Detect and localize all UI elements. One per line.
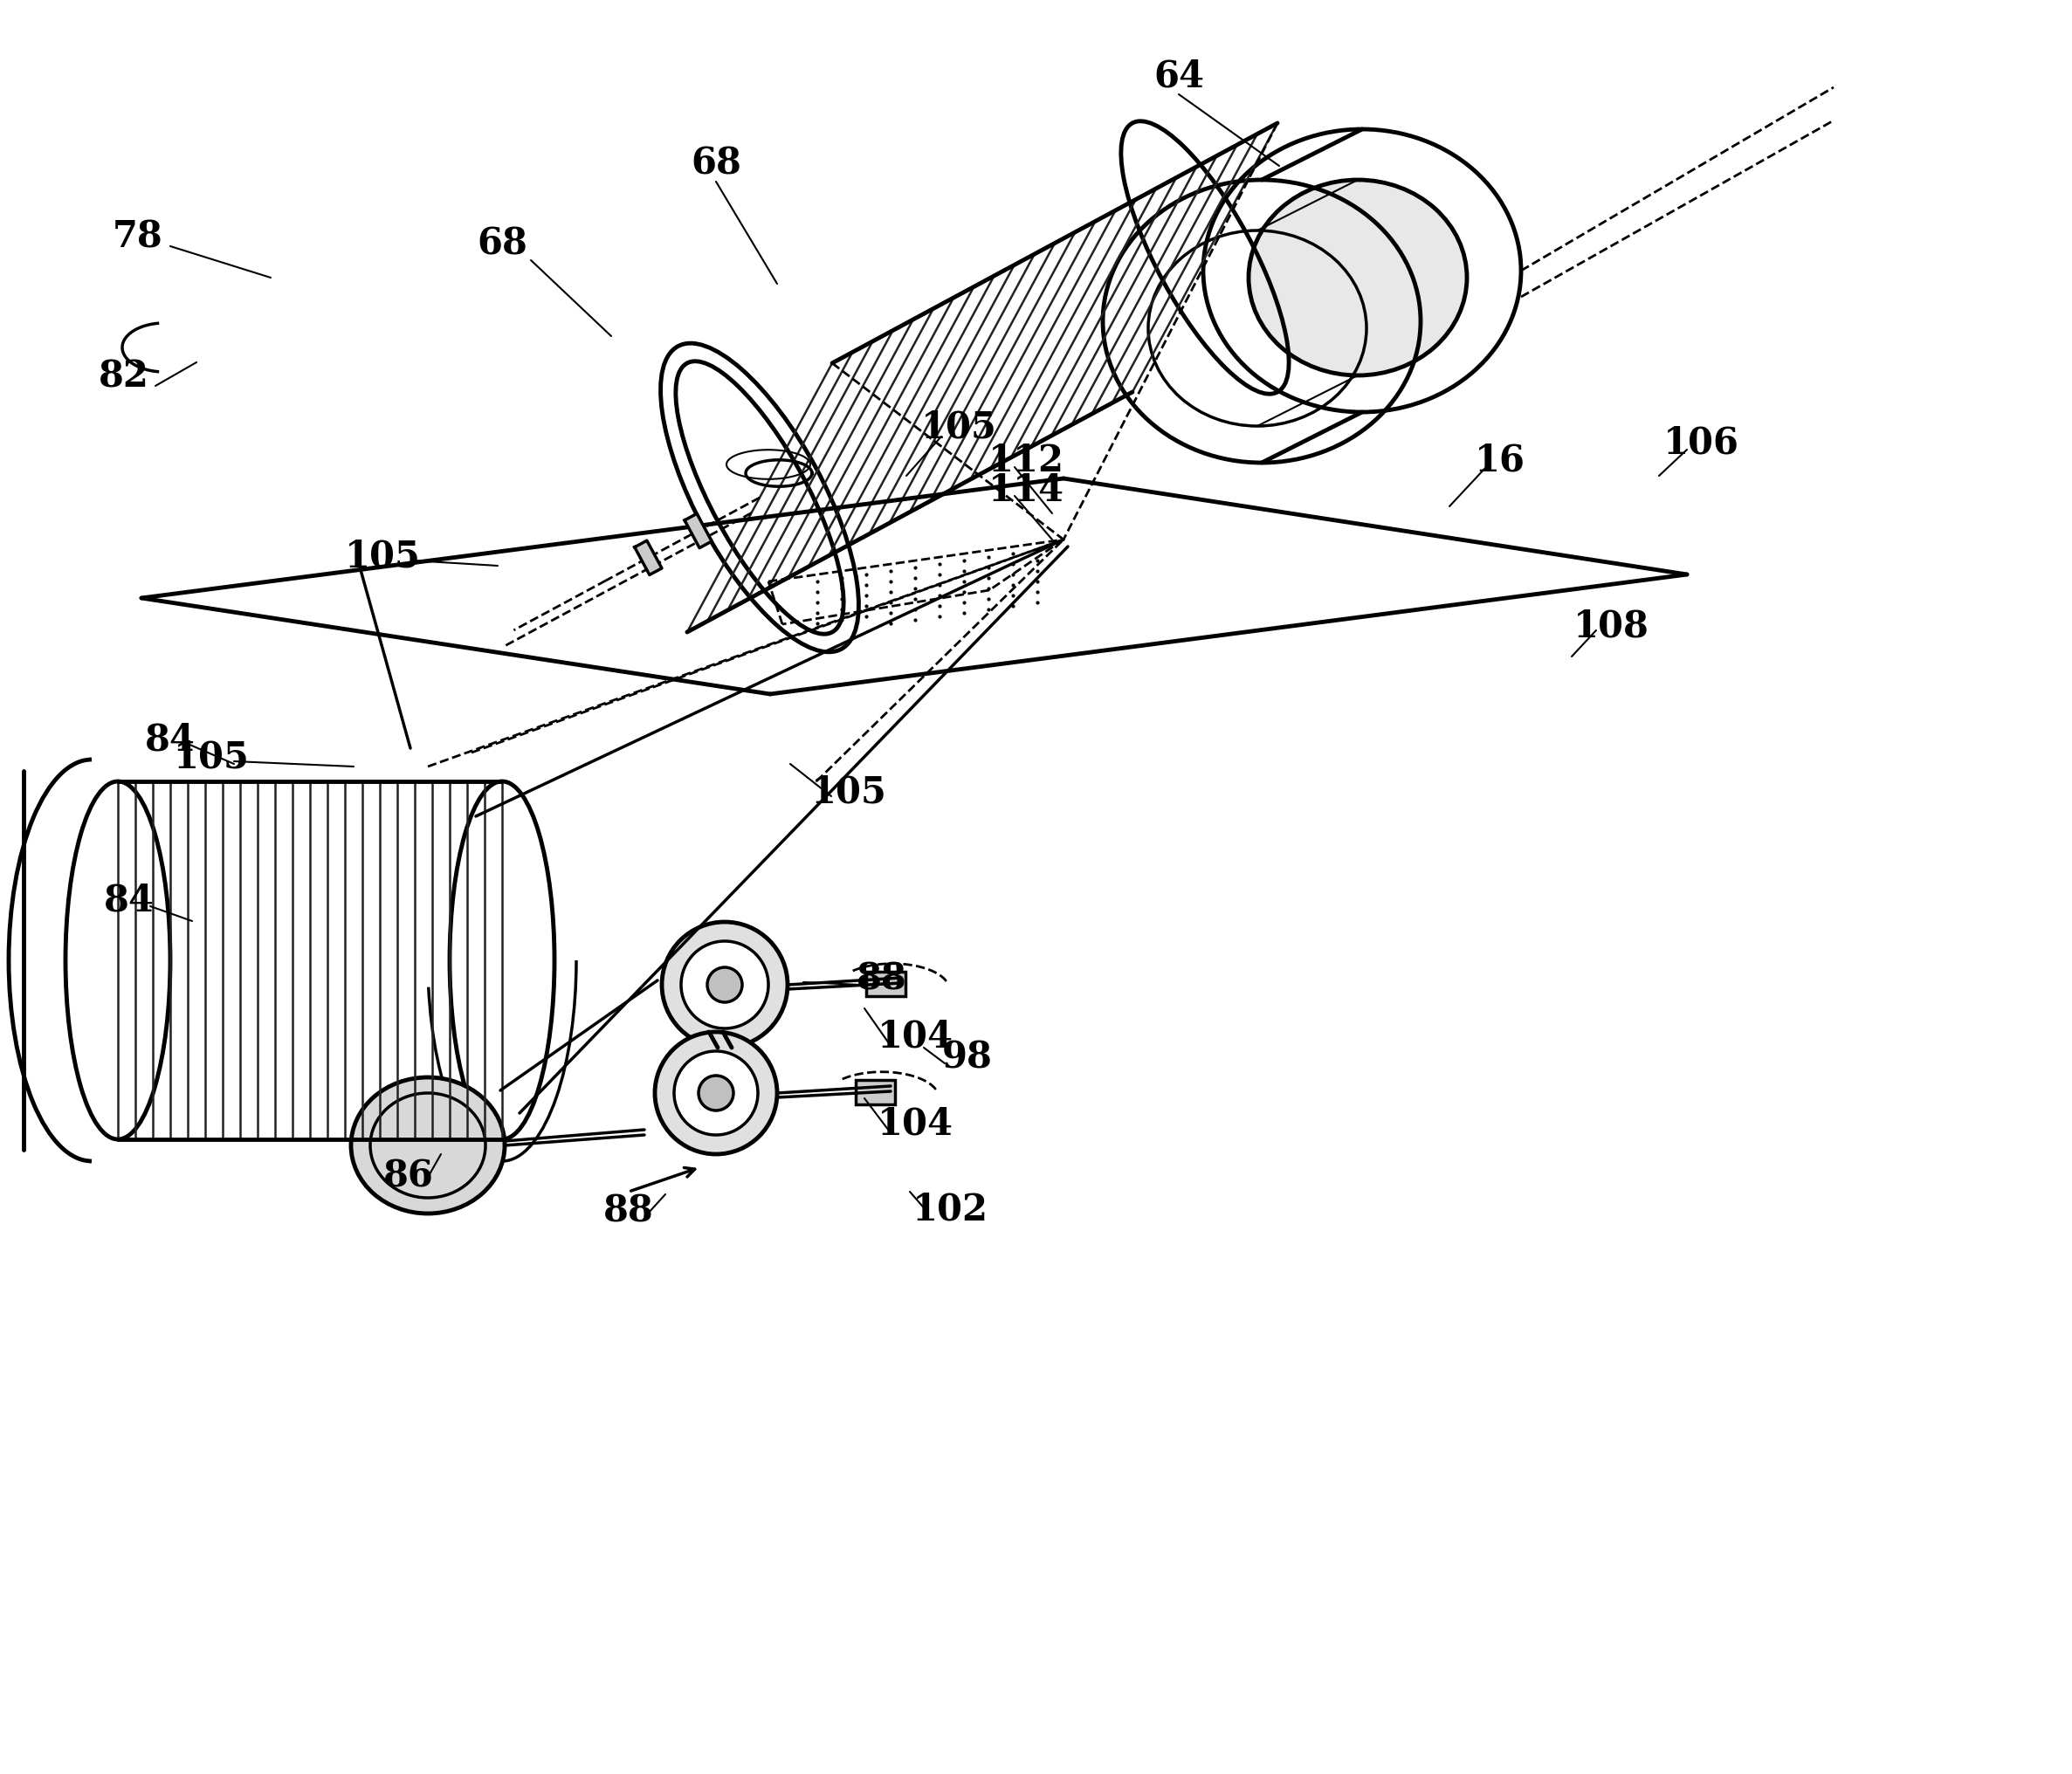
Ellipse shape [707,967,742,1002]
Text: 105: 105 [810,775,887,811]
Text: 88: 88 [856,962,908,997]
Text: 68: 68 [477,225,528,263]
Ellipse shape [350,1077,506,1213]
Text: 68: 68 [690,145,742,183]
Text: 78: 78 [112,220,164,255]
Text: 86: 86 [383,1158,433,1196]
FancyBboxPatch shape [856,1080,895,1105]
Text: 108: 108 [1573,608,1649,646]
FancyBboxPatch shape [866,972,905,997]
Ellipse shape [655,1032,777,1155]
Polygon shape [634,541,661,575]
Text: 106: 106 [1664,426,1738,461]
Ellipse shape [66,781,170,1139]
Text: 84: 84 [104,883,155,919]
Ellipse shape [661,922,787,1048]
Text: 102: 102 [912,1190,988,1228]
Text: 104: 104 [876,1107,953,1142]
Text: 84: 84 [145,722,195,759]
Text: 105: 105 [174,740,249,777]
Text: 105: 105 [344,539,421,575]
Ellipse shape [698,1075,733,1111]
Text: 112: 112 [988,444,1063,479]
Text: 98: 98 [943,1040,992,1077]
Text: 82: 82 [99,358,149,396]
Text: 16: 16 [1475,444,1525,479]
Text: 104: 104 [876,1018,953,1056]
Text: 114: 114 [988,472,1063,509]
Text: 105: 105 [920,410,997,445]
Text: 64: 64 [1154,59,1204,96]
Ellipse shape [673,1052,758,1135]
Ellipse shape [371,1093,485,1197]
Ellipse shape [682,942,769,1029]
Text: 88: 88 [603,1194,655,1229]
Ellipse shape [675,362,843,633]
Ellipse shape [1249,179,1467,376]
Polygon shape [684,514,713,548]
Ellipse shape [1204,130,1521,412]
